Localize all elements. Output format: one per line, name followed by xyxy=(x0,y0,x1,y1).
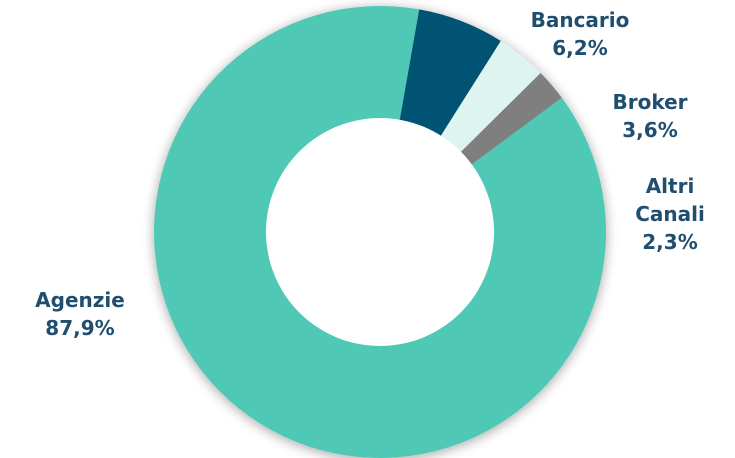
slice-category-text: Bancario xyxy=(530,8,630,32)
donut-hole xyxy=(266,118,494,346)
slice-value-text: 2,3% xyxy=(642,230,698,254)
slice-value-text: 6,2% xyxy=(552,36,608,60)
label-agenzie: Agenzie 87,9% xyxy=(15,286,145,342)
slice-category-text: Broker xyxy=(612,90,688,114)
slice-category-text: Canali xyxy=(635,202,705,226)
slice-value-text: 3,6% xyxy=(622,118,678,142)
label-broker: Broker 3,6% xyxy=(600,88,700,144)
slice-category-text: Altri xyxy=(645,174,695,198)
slice-category-text: Agenzie xyxy=(35,288,125,312)
label-bancario: Bancario 6,2% xyxy=(520,6,640,62)
label-altri-canali: Altri Canali 2,3% xyxy=(630,172,710,256)
slice-value-text: 87,9% xyxy=(45,316,115,340)
